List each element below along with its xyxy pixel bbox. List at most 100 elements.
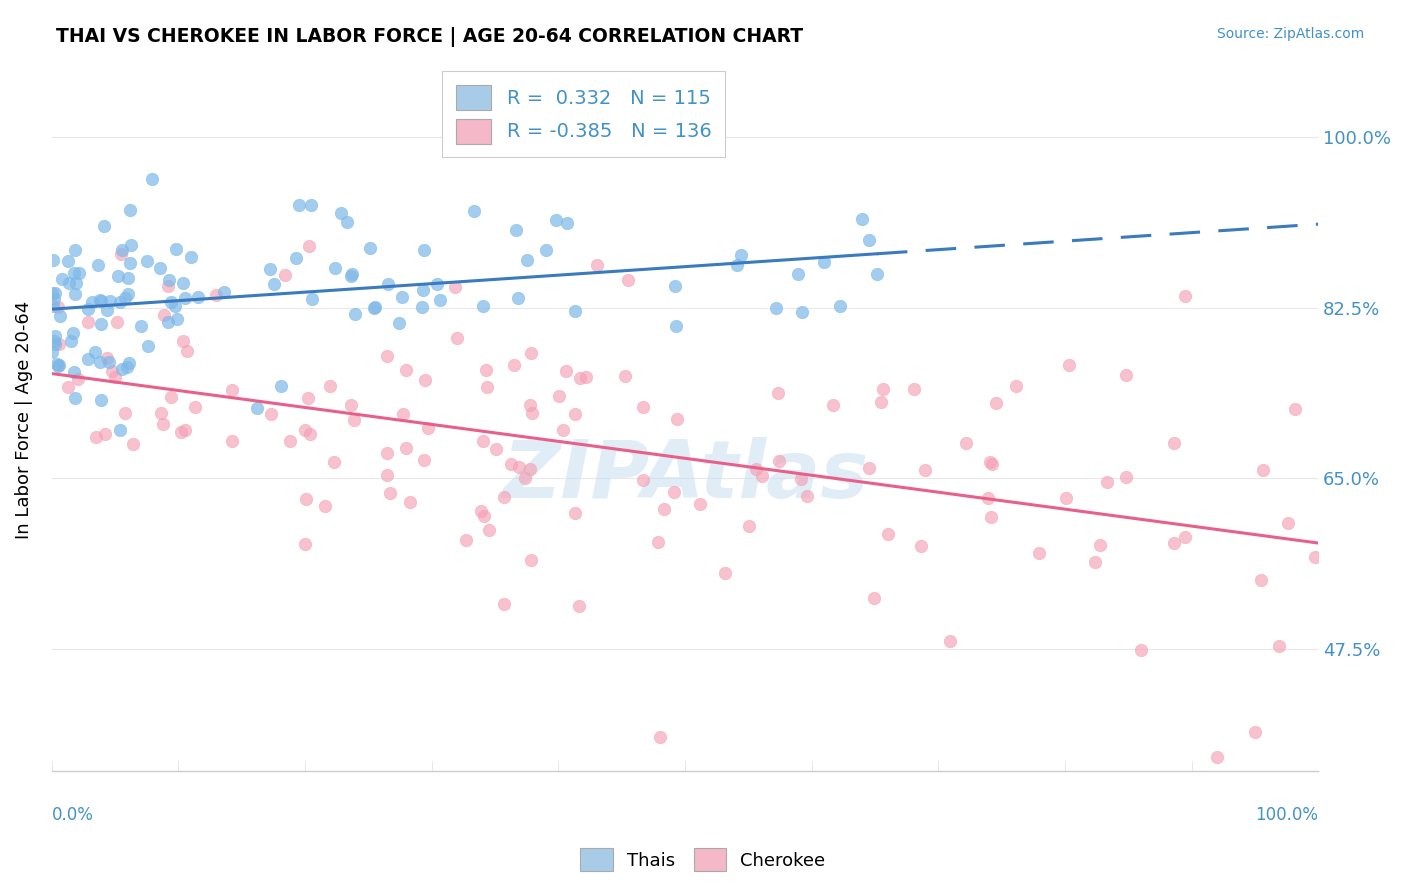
Point: [83, 344, 105, 359]
Point: [395, 441, 418, 455]
Point: [41, 285, 63, 300]
Point: [157, 315, 180, 329]
Point: [411, 300, 433, 314]
Point: [544, 213, 567, 227]
Point: [1130, 642, 1153, 657]
Point: [96, 351, 118, 366]
Point: [117, 270, 139, 285]
Point: [62, 326, 84, 341]
Point: [1205, 749, 1227, 764]
Legend: R =  0.332   N = 115, R = -0.385   N = 136: R = 0.332 N = 115, R = -0.385 N = 136: [443, 71, 725, 157]
Point: [830, 300, 852, 314]
Point: [981, 457, 1004, 471]
Point: [426, 277, 449, 291]
Point: [107, 269, 129, 284]
Point: [765, 301, 787, 315]
Point: [633, 400, 655, 414]
Point: [444, 279, 467, 293]
Text: 0.0%: 0.0%: [52, 806, 94, 824]
Point: [169, 425, 191, 439]
Point: [398, 495, 420, 509]
Point: [117, 286, 139, 301]
Point: [568, 599, 591, 613]
Point: [664, 484, 686, 499]
Point: [863, 591, 886, 605]
Point: [136, 339, 159, 353]
Point: [42, 293, 65, 307]
Point: [976, 491, 998, 506]
Point: [1268, 639, 1291, 653]
Point: [519, 552, 541, 566]
Point: [108, 423, 131, 437]
Point: [1174, 530, 1197, 544]
Point: [569, 371, 592, 385]
Point: [494, 491, 516, 505]
Y-axis label: In Labor Force | Age 20-64: In Labor Force | Age 20-64: [15, 301, 32, 539]
Point: [513, 471, 536, 485]
Point: [534, 244, 557, 258]
Point: [503, 359, 526, 373]
Point: [115, 359, 138, 374]
Text: Source: ZipAtlas.com: Source: ZipAtlas.com: [1216, 27, 1364, 41]
Point: [44, 334, 66, 349]
Point: [866, 267, 889, 281]
Text: THAI VS CHEROKEE IN LABOR FORCE | AGE 20-64 CORRELATION CHART: THAI VS CHEROKEE IN LABOR FORCE | AGE 20…: [56, 27, 803, 46]
Point: [506, 291, 529, 305]
Point: [364, 300, 387, 314]
Point: [44, 337, 66, 351]
Point: [122, 437, 145, 451]
Point: [520, 346, 543, 360]
Point: [1088, 539, 1111, 553]
Point: [914, 463, 936, 477]
Point: [118, 202, 141, 217]
Point: [713, 566, 735, 581]
Point: [689, 497, 711, 511]
Point: [129, 318, 152, 333]
Point: [575, 370, 598, 384]
Point: [111, 243, 134, 257]
Point: [343, 413, 366, 427]
Point: [617, 273, 640, 287]
Point: [564, 304, 586, 318]
Point: [104, 370, 127, 384]
Point: [869, 395, 891, 409]
Point: [323, 454, 346, 468]
Point: [299, 427, 322, 442]
Point: [505, 222, 527, 236]
Point: [413, 372, 436, 386]
Point: [1284, 402, 1306, 417]
Point: [323, 260, 346, 275]
Point: [519, 398, 541, 412]
Point: [470, 504, 492, 518]
Point: [160, 295, 183, 310]
Point: [1054, 491, 1077, 505]
Point: [114, 405, 136, 419]
Point: [1277, 516, 1299, 530]
Text: 100.0%: 100.0%: [1256, 806, 1319, 824]
Point: [120, 255, 142, 269]
Point: [725, 259, 748, 273]
Point: [472, 508, 495, 523]
Point: [395, 362, 418, 376]
Point: [664, 278, 686, 293]
Point: [41, 345, 63, 359]
Point: [555, 216, 578, 230]
Point: [90, 317, 112, 331]
Point: [813, 254, 835, 268]
Point: [176, 344, 198, 359]
Point: [786, 268, 808, 282]
Point: [46, 359, 69, 374]
Point: [666, 412, 689, 426]
Point: [342, 267, 364, 281]
Point: [77, 301, 100, 316]
Point: [633, 473, 655, 487]
Point: [378, 485, 401, 500]
Point: [475, 363, 498, 377]
Point: [150, 406, 173, 420]
Point: [287, 198, 309, 212]
Point: [136, 254, 159, 268]
Point: [285, 251, 308, 265]
Point: [339, 269, 361, 284]
Point: [97, 354, 120, 368]
Point: [120, 238, 142, 252]
